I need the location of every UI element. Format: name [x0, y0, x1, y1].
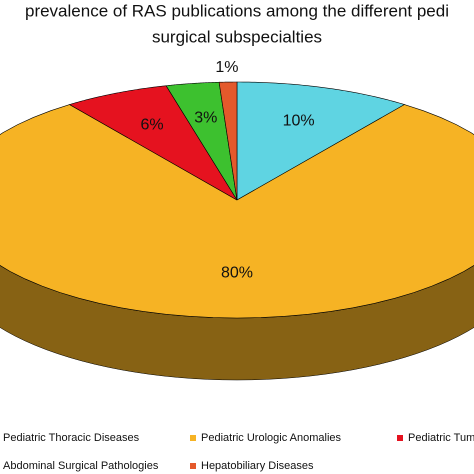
chart-subtitle: surgical subspecialties — [152, 27, 322, 46]
legend-label: Pediatric Tum — [408, 432, 474, 444]
slice — [165, 81, 238, 201]
legend-marker — [190, 435, 196, 441]
value-label: 6% — [140, 116, 163, 133]
value-label: 10% — [283, 113, 315, 130]
value-label: 80% — [221, 264, 253, 281]
value-label: 3% — [194, 110, 217, 127]
slice — [0, 104, 474, 319]
legend-marker — [397, 435, 403, 441]
value-label: 1% — [215, 59, 238, 76]
legend-label: Abdominal Surgical Pathologies — [3, 460, 159, 472]
slice — [236, 81, 406, 201]
legend-label: Pediatric Thoracic Diseases — [3, 432, 140, 444]
legend-marker — [190, 463, 196, 469]
legend-label: Hepatobiliary Diseases — [201, 460, 314, 472]
slice — [218, 81, 238, 201]
chart-title: prevalence of RAS publications among the… — [25, 1, 449, 20]
slice — [68, 85, 238, 201]
legend-label: Pediatric Urologic Anomalies — [201, 432, 342, 444]
